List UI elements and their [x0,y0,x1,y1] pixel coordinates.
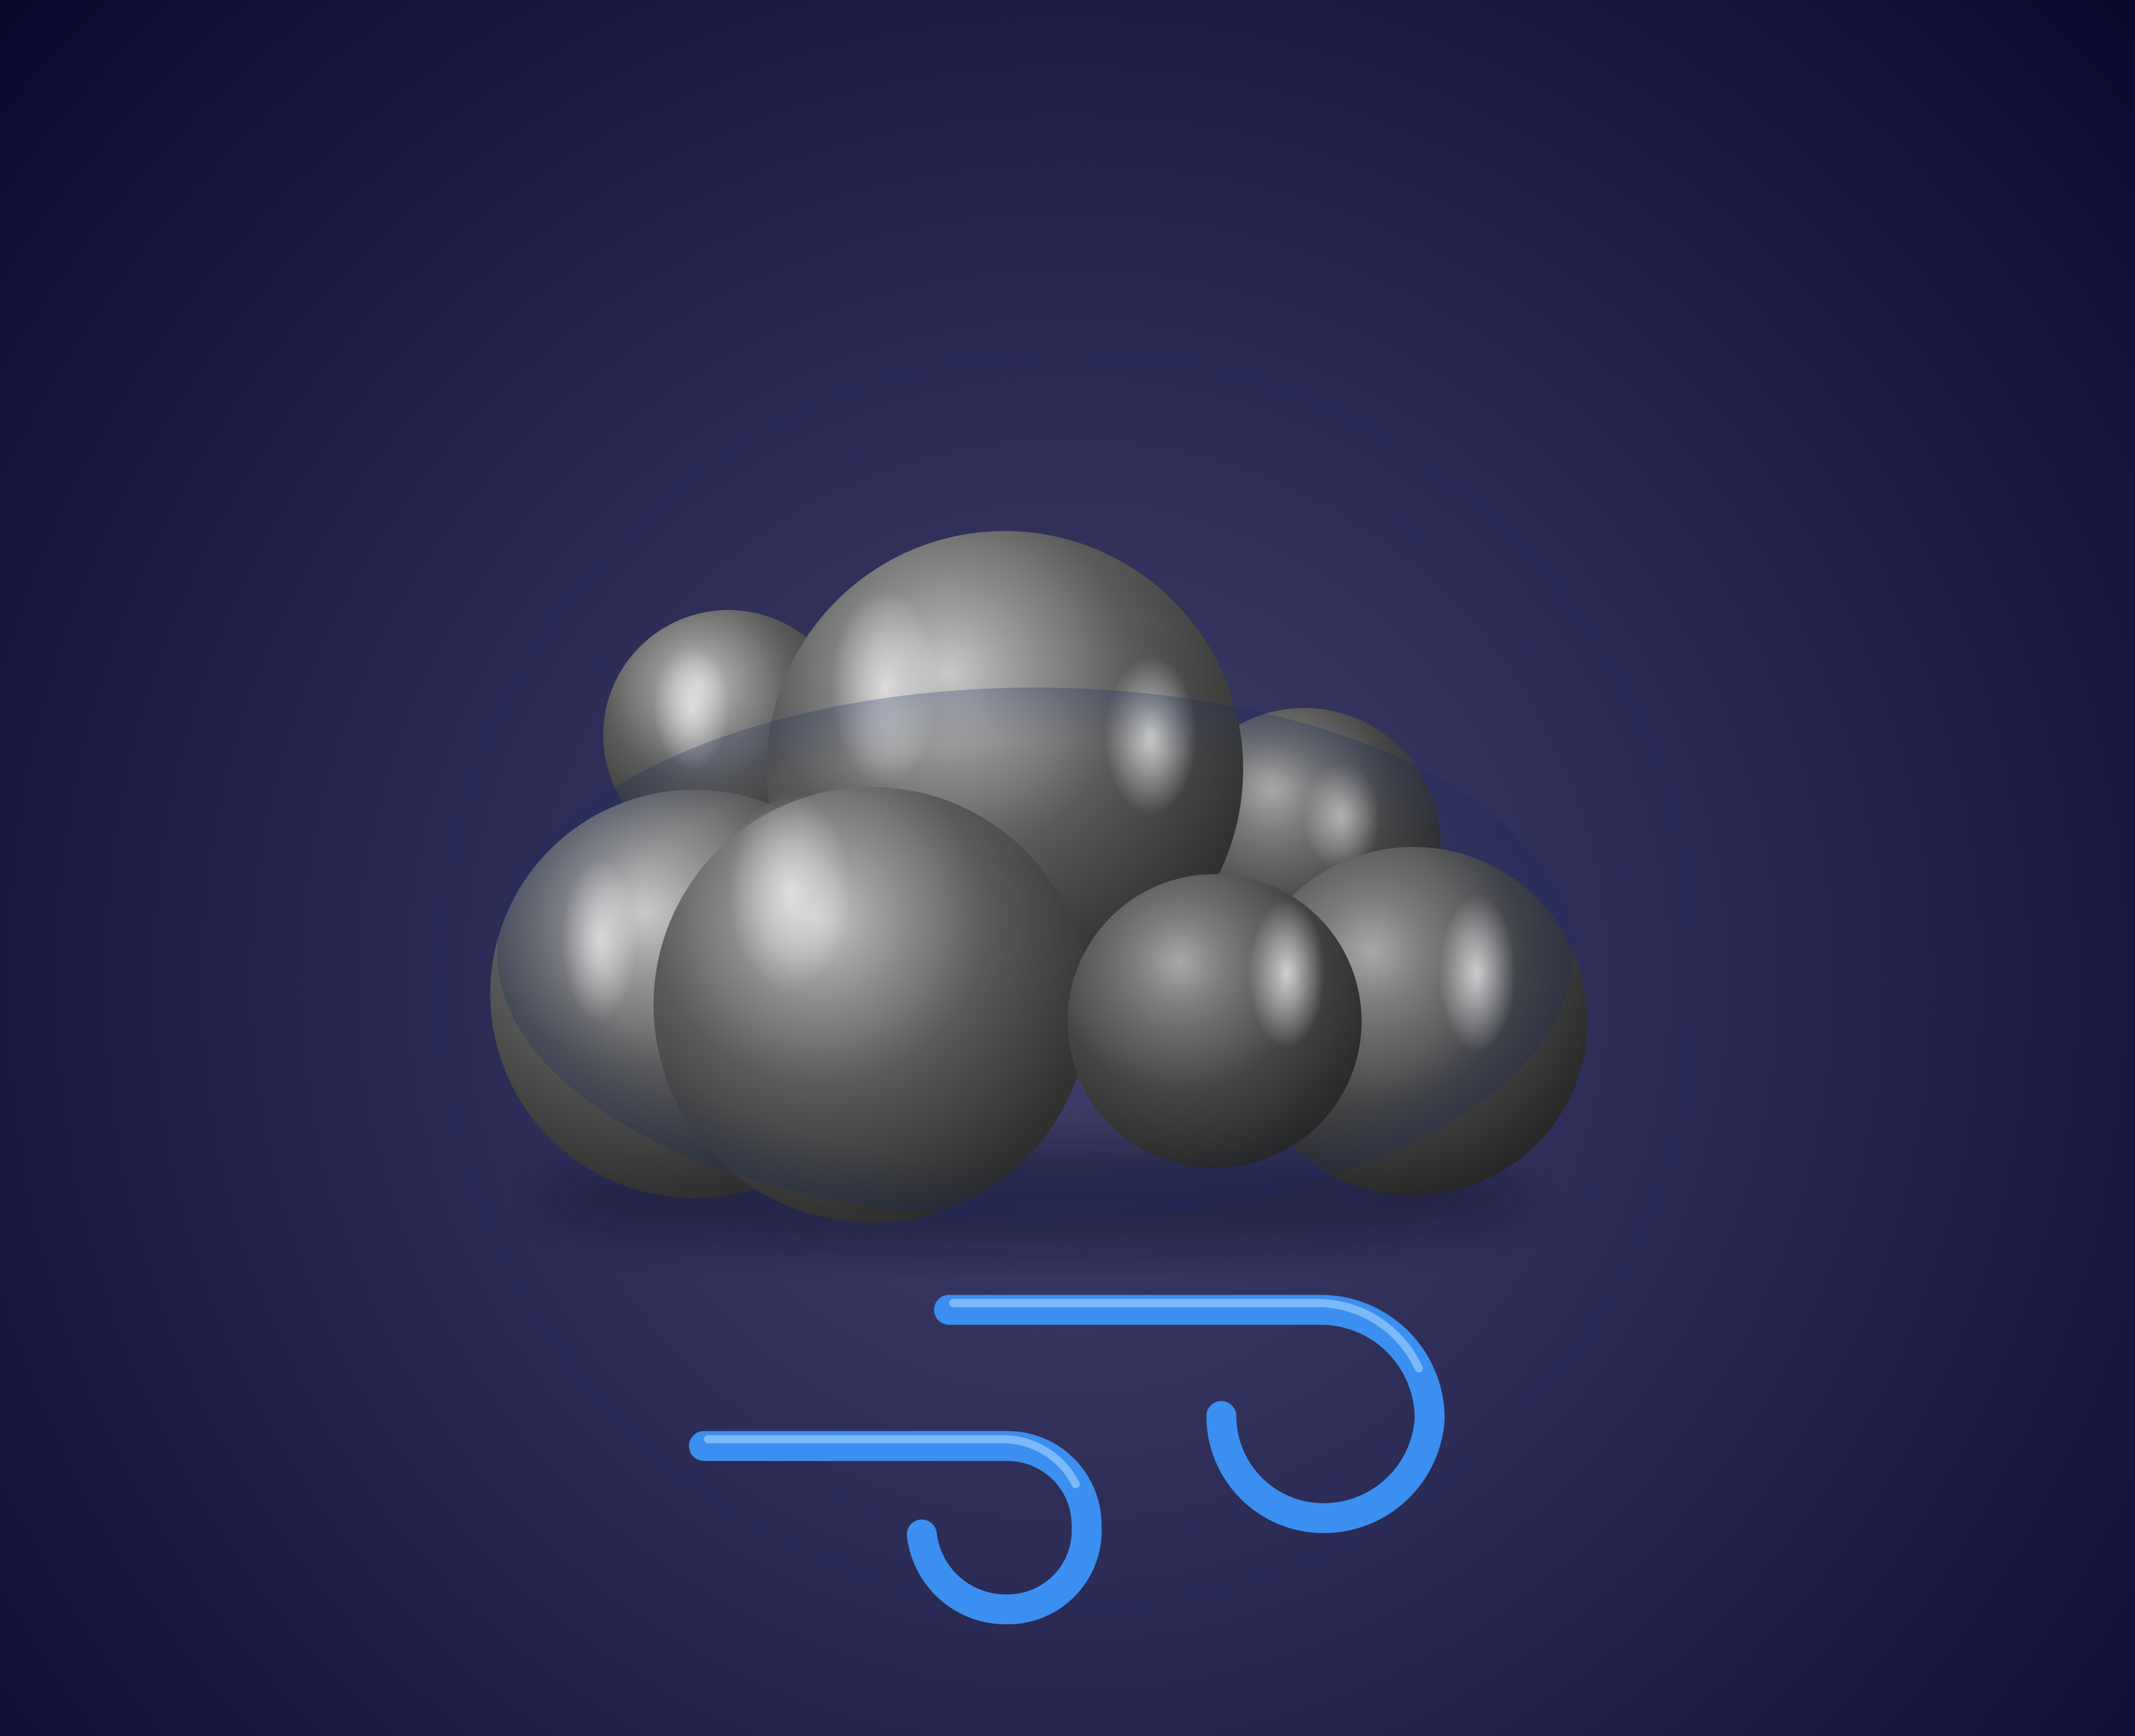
cloud-rim-light [497,687,1573,1219]
wind-curl-bottom-highlight [704,1435,1080,1489]
wind-icon [509,1295,1445,1625]
cloud-puff-back-left-spec [653,645,730,771]
wind-curl-top-highlight [949,1298,1423,1373]
cloud-icon [490,531,1588,1253]
